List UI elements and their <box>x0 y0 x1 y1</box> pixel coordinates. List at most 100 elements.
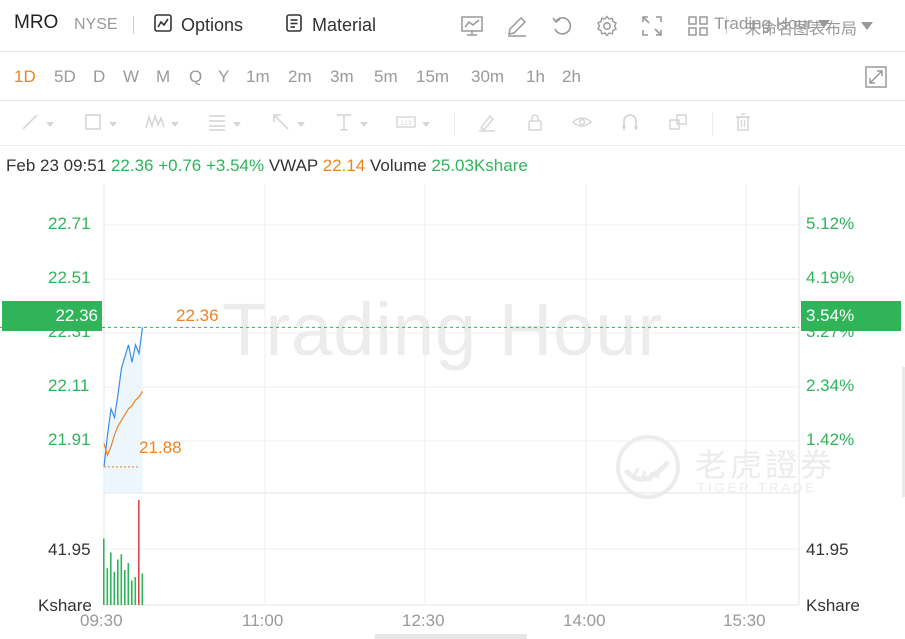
delete-tool[interactable] <box>733 112 753 137</box>
caret-down-icon <box>817 14 830 34</box>
current-price-tag: 22.36 <box>2 301 102 331</box>
price-axis-label: 22.51 <box>48 268 91 287</box>
time-axis-label: 14:00 <box>563 611 606 630</box>
period-30m[interactable]: 30m <box>471 67 505 86</box>
top-toolbar: MRO NYSE Options Material <box>0 0 905 52</box>
trash-icon <box>733 112 753 137</box>
svg-text:123: 123 <box>400 120 412 127</box>
watermark-brand-cn: 老虎證券 <box>695 447 836 483</box>
time-scrollbar[interactable] <box>375 634 527 639</box>
text-tool[interactable] <box>334 112 368 137</box>
layout-selector[interactable]: 未命名图表布局 <box>745 15 874 39</box>
brush-tool[interactable] <box>477 114 497 134</box>
price-axis-label: 22.71 <box>48 214 91 233</box>
watermark-brand-en: TIGER TRADE <box>697 480 818 495</box>
volume-value: 25.03Kshare <box>431 156 528 175</box>
volume-axis-label: 41.95 <box>48 540 91 559</box>
edit-icon[interactable] <box>505 14 529 38</box>
trendline-tool[interactable] <box>20 112 54 137</box>
period-m[interactable]: M <box>156 67 171 86</box>
period-1d[interactable]: 1D <box>14 67 36 86</box>
volume-bar <box>134 577 137 605</box>
material-label: Material <box>312 15 377 35</box>
volume-bar <box>141 573 144 605</box>
percent-axis-label: 2.34% <box>806 376 855 395</box>
period-q[interactable]: Q <box>189 67 203 86</box>
lock-tool[interactable] <box>525 112 545 137</box>
exchange-label: NYSE <box>74 16 118 33</box>
vwap-label: VWAP <box>268 156 318 175</box>
layout-name-label: 未命名图表布局 <box>745 21 858 38</box>
fib-lines-icon <box>207 112 227 137</box>
text-cursor-icon <box>334 112 354 137</box>
arrow-icon <box>271 112 291 137</box>
brush-icon <box>477 112 497 137</box>
fullscreen-icon[interactable] <box>864 65 888 89</box>
percent-axis-label: 1.42% <box>806 430 855 449</box>
label-tool[interactable]: 123 <box>396 114 430 134</box>
wave-pattern-icon <box>145 112 165 137</box>
clone-tool[interactable] <box>668 113 688 134</box>
divider <box>712 112 713 136</box>
pattern-tool[interactable] <box>145 112 179 137</box>
watermark-session-text: Trading Hour <box>222 288 664 371</box>
volume-label: Volume <box>369 156 427 175</box>
session-label: Trading Hour <box>714 14 813 33</box>
drawing-toolbar: 123 <box>0 102 905 146</box>
settings-gear-icon[interactable] <box>595 14 619 38</box>
period-2m[interactable]: 2m <box>288 67 312 86</box>
indicator-icon[interactable] <box>460 14 484 38</box>
volume-bar <box>110 552 112 605</box>
label-box-icon: 123 <box>396 112 416 137</box>
magnet-tool[interactable] <box>620 113 640 134</box>
price-axis-label: 21.91 <box>48 430 91 449</box>
rectangle-icon <box>83 112 103 137</box>
time-axis-label: 09:30 <box>80 611 123 630</box>
tiger-logo-icon <box>616 435 680 499</box>
options-button[interactable]: Options <box>153 13 243 38</box>
volume-bar <box>113 571 116 605</box>
expand-icon[interactable] <box>640 14 664 38</box>
line-tool-icon <box>20 112 40 137</box>
period-3m[interactable]: 3m <box>330 67 354 86</box>
period-5d[interactable]: 5D <box>54 67 76 86</box>
volume-bar <box>138 500 140 605</box>
current-pct-tag: 3.54% <box>801 301 901 331</box>
arrow-tool[interactable] <box>271 112 305 137</box>
volume-bar <box>124 570 126 605</box>
undo-icon[interactable] <box>550 14 574 38</box>
period-15m[interactable]: 15m <box>416 67 450 86</box>
eye-icon <box>571 112 593 137</box>
time-axis-label: 15:30 <box>723 611 766 630</box>
period-y[interactable]: Y <box>218 67 230 86</box>
period-5m[interactable]: 5m <box>374 67 398 86</box>
divider <box>726 16 727 34</box>
options-label: Options <box>181 15 244 35</box>
rectangle-tool[interactable] <box>83 112 117 137</box>
high-price-label: 22.36 <box>176 306 219 325</box>
lock-icon <box>525 112 545 137</box>
volume-bar <box>106 568 109 605</box>
period-1h[interactable]: 1h <box>526 67 545 86</box>
material-button[interactable]: Material <box>284 13 376 38</box>
period-d[interactable]: D <box>93 67 106 86</box>
period-w[interactable]: W <box>123 67 140 86</box>
session-selector[interactable]: Trading Hour <box>714 14 830 34</box>
document-icon <box>284 13 304 38</box>
fibonacci-tool[interactable] <box>207 114 241 134</box>
quote-datetime: Feb 23 09:51 <box>6 156 107 175</box>
period-1m[interactable]: 1m <box>246 67 270 86</box>
layout-grid-icon[interactable] <box>686 14 710 38</box>
time-axis-label: 11:00 <box>242 611 284 630</box>
ticker-symbol[interactable]: MRO <box>14 12 59 33</box>
options-chart-icon <box>153 13 173 38</box>
low-price-label: 21.88 <box>139 438 182 457</box>
volume-bar <box>120 554 123 605</box>
volume-bar <box>103 538 105 605</box>
volume-bar <box>117 559 119 605</box>
visibility-tool[interactable] <box>571 112 593 137</box>
period-2h[interactable]: 2h <box>562 67 581 86</box>
vwap-value: 22.14 <box>322 156 366 175</box>
volume-unit-label: Kshare <box>38 596 92 615</box>
